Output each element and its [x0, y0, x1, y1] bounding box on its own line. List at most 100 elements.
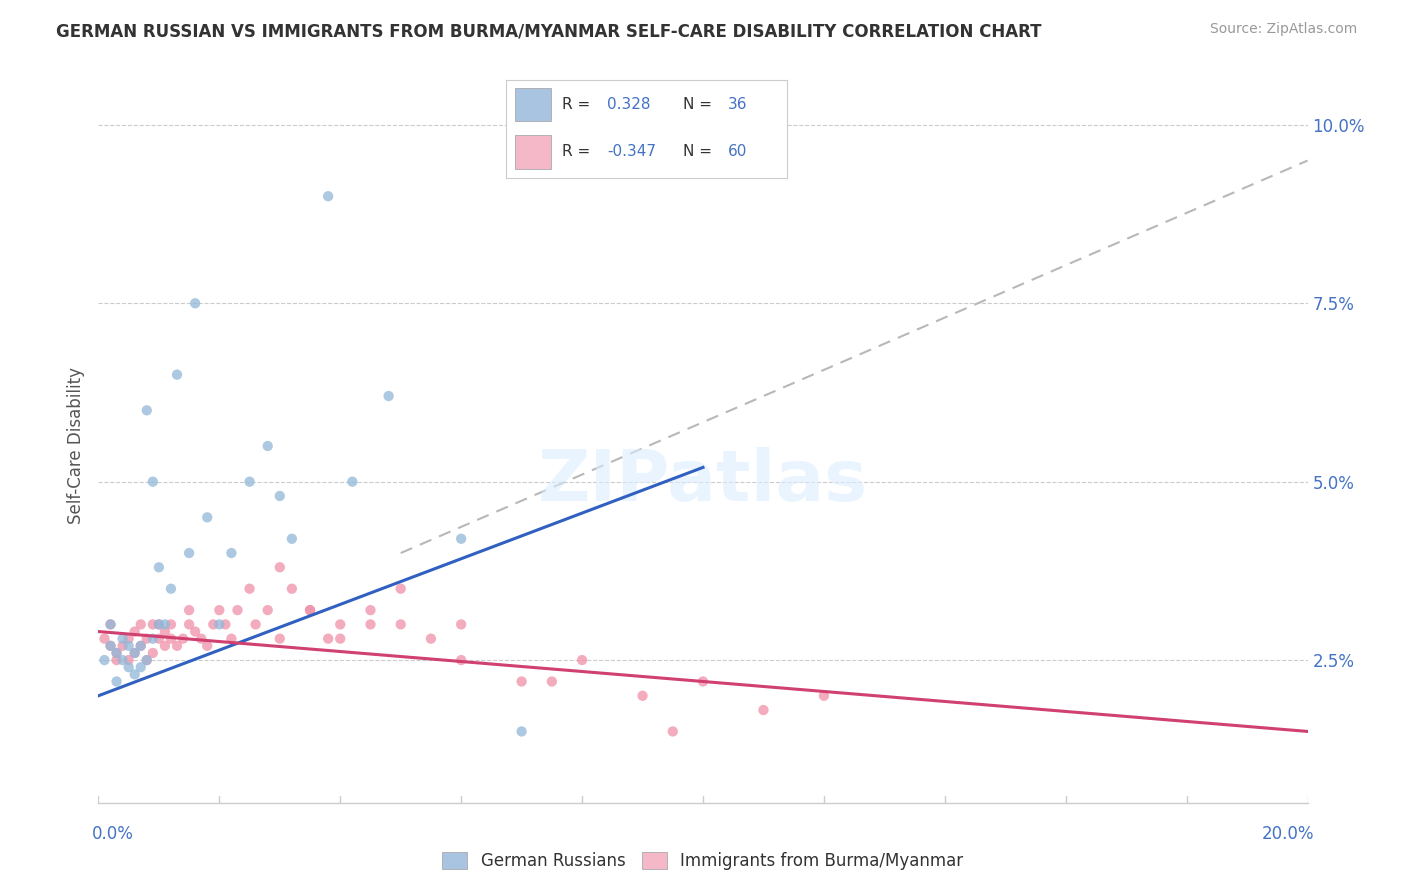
Point [124, 667, 146, 681]
Point [135, 403, 157, 417]
Point [135, 632, 157, 646]
Point [135, 653, 157, 667]
Text: 60: 60 [728, 145, 748, 160]
Point [105, 653, 128, 667]
Text: 0.328: 0.328 [607, 97, 651, 112]
Point [124, 624, 146, 639]
Point [540, 674, 562, 689]
Text: R =: R = [562, 145, 591, 160]
Point [100, 639, 122, 653]
Point [93, 632, 115, 646]
Point [129, 639, 152, 653]
Point [239, 475, 262, 489]
Point [179, 617, 201, 632]
Point [118, 639, 141, 653]
Text: -0.347: -0.347 [607, 145, 657, 160]
Point [389, 617, 412, 632]
Point [184, 296, 207, 310]
Point [142, 632, 165, 646]
Point [100, 617, 122, 632]
Point [135, 653, 157, 667]
Point [226, 603, 249, 617]
Point [239, 582, 262, 596]
Point [208, 617, 231, 632]
Point [124, 646, 146, 660]
Point [160, 582, 183, 596]
Point [153, 639, 176, 653]
Point [281, 532, 304, 546]
Point [118, 653, 141, 667]
Point [256, 603, 278, 617]
Point [360, 603, 382, 617]
Bar [515, 136, 551, 169]
Point [450, 617, 472, 632]
Point [111, 639, 134, 653]
Point [752, 703, 775, 717]
Point [142, 646, 165, 660]
Point [299, 603, 322, 617]
Point [195, 510, 218, 524]
Point [111, 632, 134, 646]
Point [129, 639, 152, 653]
Point [160, 617, 183, 632]
Text: 0.0%: 0.0% [91, 825, 134, 843]
Point [281, 582, 304, 596]
Point [124, 646, 146, 660]
Text: N =: N = [683, 145, 713, 160]
Point [184, 624, 207, 639]
Bar [515, 88, 551, 121]
Point [214, 617, 236, 632]
Point [631, 689, 654, 703]
Text: ZIPatlas: ZIPatlas [538, 447, 868, 516]
Text: 36: 36 [728, 97, 748, 112]
Point [450, 532, 472, 546]
Point [510, 724, 533, 739]
Point [105, 646, 128, 660]
Text: GERMAN RUSSIAN VS IMMIGRANTS FROM BURMA/MYANMAR SELF-CARE DISABILITY CORRELATION: GERMAN RUSSIAN VS IMMIGRANTS FROM BURMA/… [56, 22, 1042, 40]
Point [299, 603, 322, 617]
Point [111, 653, 134, 667]
Point [153, 617, 176, 632]
Point [342, 475, 364, 489]
Point [692, 674, 714, 689]
Point [316, 632, 339, 646]
Point [172, 632, 194, 646]
Point [360, 617, 382, 632]
Y-axis label: Self-Care Disability: Self-Care Disability [66, 368, 84, 524]
Point [179, 603, 201, 617]
Point [129, 660, 152, 674]
Point [153, 624, 176, 639]
Point [208, 603, 231, 617]
Point [661, 724, 683, 739]
Point [105, 646, 128, 660]
Point [571, 653, 593, 667]
Point [190, 632, 212, 646]
Text: N =: N = [683, 97, 713, 112]
Point [420, 632, 443, 646]
Point [166, 639, 188, 653]
Point [389, 582, 412, 596]
Point [142, 617, 165, 632]
Point [316, 189, 339, 203]
Point [148, 632, 170, 646]
Point [118, 632, 141, 646]
Point [195, 639, 218, 653]
Point [100, 639, 122, 653]
Point [377, 389, 399, 403]
Point [202, 617, 225, 632]
Point [179, 546, 201, 560]
Point [160, 632, 183, 646]
Point [269, 632, 291, 646]
Point [93, 653, 115, 667]
Point [148, 560, 170, 574]
Point [105, 674, 128, 689]
Point [166, 368, 188, 382]
Point [148, 617, 170, 632]
Point [256, 439, 278, 453]
Point [450, 653, 472, 667]
Point [148, 617, 170, 632]
Point [269, 560, 291, 574]
Point [100, 617, 122, 632]
Point [221, 632, 243, 646]
Point [129, 617, 152, 632]
